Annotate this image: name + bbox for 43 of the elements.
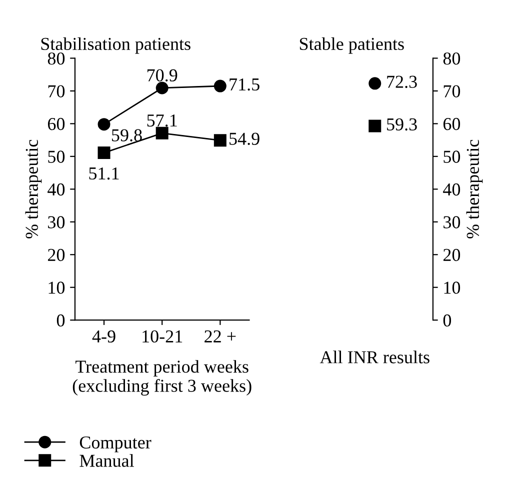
y-tick-label: 20: [48, 248, 65, 262]
y-tick-label: 60: [48, 118, 65, 130]
chart-title: Stable patients: [300, 37, 404, 54]
data-label: 57.1: [147, 114, 177, 127]
x-axis-title: Treatment period weeks (excluding first 3 weeks): [72, 360, 252, 396]
point: [98, 146, 110, 160]
y-tick-label: 50: [48, 150, 65, 163]
y-tick-label: 40: [443, 183, 460, 196]
y-tick-label: 20: [443, 248, 460, 262]
y-tick-label: 0: [56, 314, 65, 327]
y-tick-label: 30: [444, 216, 460, 228]
data-label: 59.8: [112, 129, 142, 142]
y-tick-label: 70: [444, 85, 460, 98]
y-tick-label: 0: [443, 314, 452, 327]
x-tick-label: 4-9: [92, 330, 116, 343]
legend-label: Manual: [80, 454, 134, 467]
data-label: 71.5: [230, 78, 260, 91]
point: [156, 126, 168, 140]
y-tick-label: 10: [48, 282, 65, 294]
chart-title: Stabilisation patients: [41, 37, 190, 54]
y-tick-label: 50: [444, 150, 460, 163]
y-tick-label: 80: [48, 52, 65, 65]
y-tick-label: 60: [443, 118, 460, 130]
legend-label: Computer: [80, 436, 152, 452]
data-label: 70.9: [147, 69, 178, 82]
x-tick-label: 10-21: [142, 330, 182, 343]
point: [214, 80, 226, 92]
data-label: 59.3: [387, 118, 417, 131]
data-label: 72.3: [387, 76, 417, 88]
y-tick-label: 30: [48, 216, 65, 228]
y-tick-label: 80: [443, 52, 460, 65]
y-tick-label: 70: [48, 85, 65, 98]
point: [98, 118, 110, 131]
data-label: 51.1: [89, 167, 119, 180]
y-axis-title: % therapeutic: [25, 140, 42, 238]
point: [156, 82, 168, 94]
y-axis-title: % therapeutic: [466, 140, 483, 238]
y-tick-label: 10: [444, 282, 460, 294]
x-tick-label: All INR results: [320, 350, 430, 364]
x-tick-label: 22 +: [204, 330, 236, 342]
point: [214, 134, 226, 147]
data-label: 54.9: [230, 132, 260, 145]
y-tick-label: 40: [48, 183, 65, 196]
